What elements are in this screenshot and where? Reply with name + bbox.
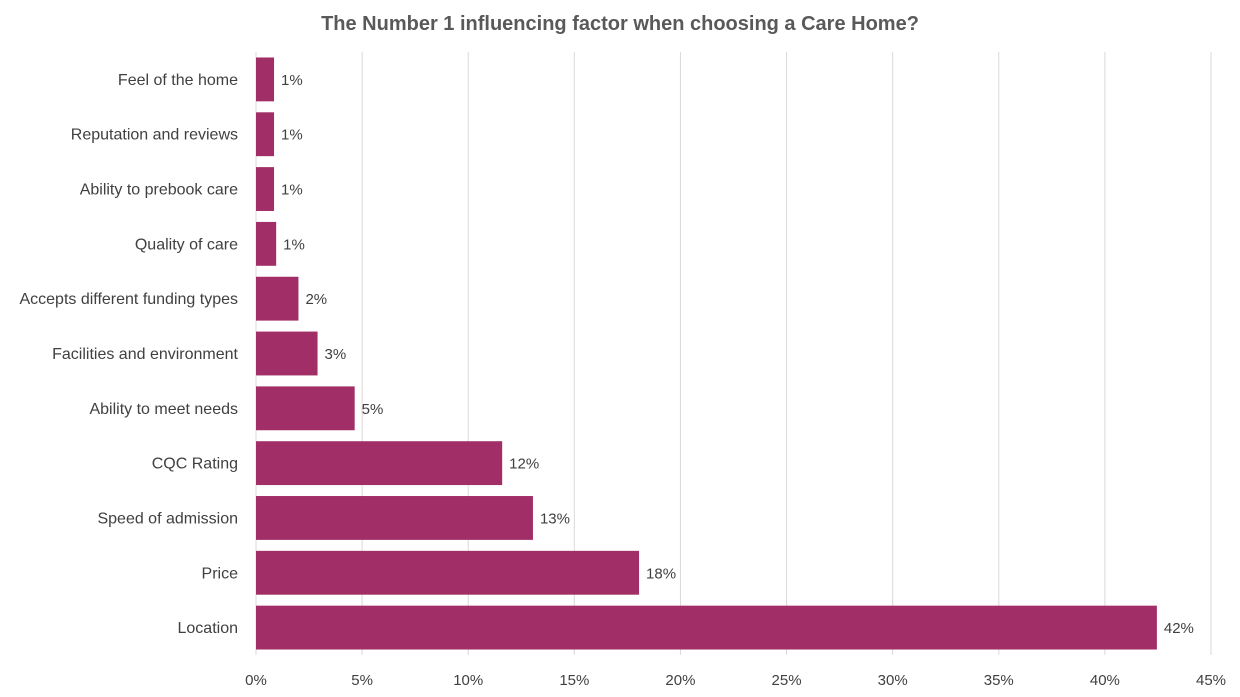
category-label: Facilities and environment xyxy=(52,346,238,363)
bar xyxy=(256,386,355,431)
category-label: Quality of care xyxy=(135,236,238,253)
data-label: 2% xyxy=(305,291,327,308)
data-label: 18% xyxy=(646,565,676,582)
x-tick-label: 10% xyxy=(453,672,483,689)
data-label: 1% xyxy=(281,127,303,144)
bar xyxy=(256,331,318,376)
data-label: 1% xyxy=(283,236,305,253)
category-label: CQC Rating xyxy=(152,456,238,473)
category-label: Location xyxy=(178,620,239,637)
category-labels: Feel of the home Reputation and reviews Ab… xyxy=(19,72,238,637)
x-tick-label: 5% xyxy=(351,672,373,689)
chart-title: The Number 1 influencing factor when cho… xyxy=(321,13,919,35)
bars xyxy=(256,57,1157,650)
x-tick-label: 30% xyxy=(878,672,908,689)
data-labels: 1% 1% 1% 1% 2% 3% 5% 12% 13% 18% 42% xyxy=(281,72,1194,637)
bar xyxy=(256,57,275,102)
bar xyxy=(256,221,277,266)
x-tick-label: 0% xyxy=(245,672,267,689)
category-label: Reputation and reviews xyxy=(71,127,238,144)
category-label: Price xyxy=(202,565,239,582)
bar xyxy=(256,112,275,157)
bar xyxy=(256,605,1157,650)
data-label: 5% xyxy=(362,401,384,418)
bar xyxy=(256,276,299,321)
x-tick-label: 25% xyxy=(772,672,802,689)
data-label: 42% xyxy=(1164,620,1194,637)
data-label: 13% xyxy=(540,510,570,527)
x-tick-label: 35% xyxy=(984,672,1014,689)
category-label: Feel of the home xyxy=(118,72,238,89)
bar xyxy=(256,441,503,486)
bar xyxy=(256,167,275,211)
category-label: Ability to prebook care xyxy=(80,182,238,199)
x-tick-label: 15% xyxy=(559,672,589,689)
bar xyxy=(256,496,533,540)
category-label: Accepts different funding types xyxy=(19,291,238,308)
bar xyxy=(256,550,640,595)
category-label: Speed of admission xyxy=(97,510,238,527)
data-label: 12% xyxy=(509,456,539,473)
grid-lines xyxy=(255,52,1212,655)
category-label: Ability to meet needs xyxy=(89,401,238,418)
x-tick-label: 40% xyxy=(1090,672,1120,689)
x-tick-label: 45% xyxy=(1196,672,1226,689)
data-label: 1% xyxy=(281,182,303,199)
x-tick-label: 20% xyxy=(665,672,695,689)
x-axis-tick-labels: 0% 5% 10% 15% 20% 25% 30% 35% 40% 45% xyxy=(245,672,1226,689)
data-label: 3% xyxy=(325,346,347,363)
data-label: 1% xyxy=(281,72,303,89)
